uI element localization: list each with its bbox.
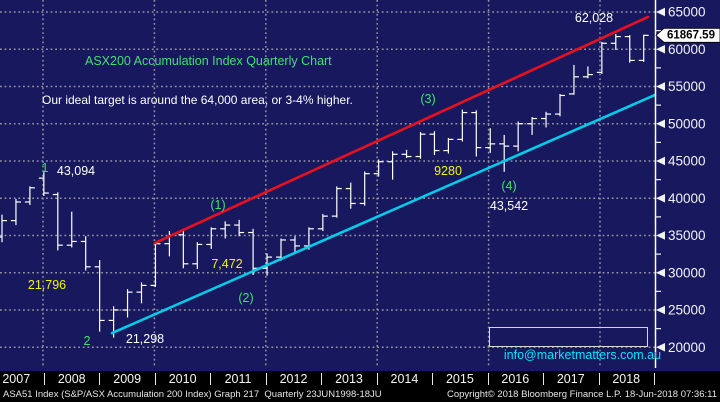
chart-annotation: 43,094 [57,164,95,178]
chart-annotation: (3) [420,92,435,106]
chart-annotation: 9280 [434,164,462,178]
y-axis-tick-arrow [656,268,665,277]
x-axis-year-label: 2015 [445,372,474,386]
x-axis-year-separator [44,373,45,385]
y-axis-tick-arrow [656,343,665,352]
y-axis-label: 30000 [668,265,706,280]
y-axis-label: 45000 [668,154,706,169]
y-axis-label: 50000 [668,116,706,131]
status-datetime: 18-Jun-2018 07:36:11 [624,389,717,400]
trendline-channel-lower-support [110,93,657,335]
last-price-value: 61867.59 [667,29,715,41]
x-axis-year-separator [487,373,489,385]
x-axis-year-label: 2018 [612,372,641,386]
x-axis-year-label: 2012 [279,372,308,386]
y-axis-tick-arrow [656,45,665,54]
y-axis-tick-arrow [656,7,665,17]
chart-annotation: 21,298 [126,332,164,346]
x-axis-year-label: 2011 [224,372,252,386]
x-axis-year-label: 2013 [335,372,363,386]
trendline-channel-upper-resistance [153,15,650,245]
x-axis-year-separator [265,373,267,385]
y-axis-tick-arrow [656,231,665,240]
y-axis-tick-arrow [656,194,665,203]
x-axis-year-label: 2016 [501,372,530,386]
last-price-badge [655,27,720,43]
chart-annotation: (4) [501,179,516,193]
x-axis-year-separator [321,373,323,385]
x-axis-year-separator [210,373,212,385]
y-axis-label: 60000 [668,42,706,57]
price-chart-canvas: 1 43,094 21,796 2 21,298 7,472 (1) (2) (3) 9280 (4… [0,0,720,368]
x-axis-year-separator [598,373,600,385]
status-bar: ASA51 Index (S&P/ASX Accumulation 200 In… [0,387,720,402]
x-axis-year-separator [376,373,378,385]
chart-target-comment: Our ideal target is around the 64,000 ar… [42,93,353,107]
status-copyright: Copyright© 2018 Bloomberg Finance L.P. [447,389,622,400]
y-axis-tick-arrow [656,156,665,166]
chart-annotation: 2 [84,334,91,348]
y-axis-label: 65000 [668,5,706,20]
y-axis-label: 55000 [668,79,706,94]
contact-email-box: info@marketmatters.com.au [489,327,661,362]
x-axis-year-separator [99,373,101,385]
x-axis-year-separator [432,373,434,385]
x-axis-year-separator [653,373,655,385]
x-axis-year-separator [543,373,545,385]
status-ticker-info: ASA51 Index (S&P/ASX Accumulation 200 In… [3,389,382,400]
y-axis-label: 40000 [668,191,706,206]
y-axis-label: 35000 [668,228,706,243]
chart-title: ASX200 Accumulation Index Quarterly Char… [85,54,332,68]
chart-annotation: 21,796 [28,278,66,292]
x-axis-year-label: 2017 [556,372,585,386]
y-axis-tick-arrow [656,305,665,315]
x-axis-year-label: 2010 [168,372,197,386]
contact-email-text: info@marketmatters.com.au [503,348,662,362]
chart-annotation: 43,542 [490,199,528,213]
chart-annotation: 1 [42,161,49,175]
chart-annotation: (2) [238,291,253,305]
x-axis-year-label: 2008 [57,372,86,386]
y-axis-label: 20000 [668,340,706,355]
x-axis-year-separator [154,373,156,385]
x-axis-strip: 2007 2008 2009 2010 2011 2012 2013 2014 2015 2016… [0,371,720,387]
chart-annotation: 7,472 [211,257,242,271]
y-axis-label: 25000 [668,303,706,318]
y-axis-tick-arrow [656,82,665,91]
x-axis-year-label: 2014 [390,372,419,386]
x-axis-year-label: 2009 [113,372,142,386]
y-axis-tick-arrow [656,119,665,128]
chart-annotation: 62,028 [575,11,613,25]
x-axis-year-label: 2007 [2,372,31,386]
chart-annotation: (1) [210,198,225,212]
